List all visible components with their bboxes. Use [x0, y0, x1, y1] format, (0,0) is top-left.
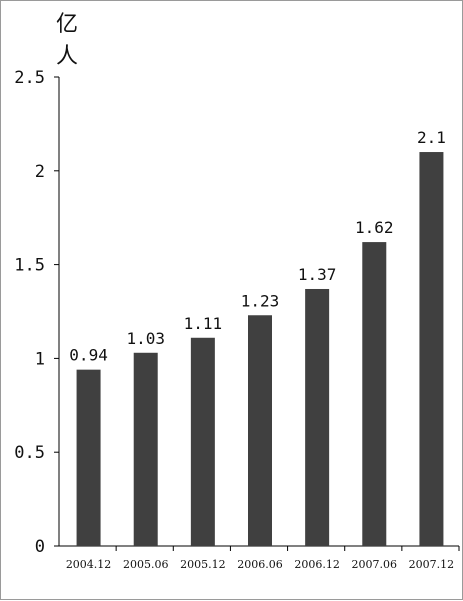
data-label: 1.37 [298, 265, 337, 284]
data-label: 1.03 [126, 329, 165, 348]
y-axis-label-char-2: 人 [56, 44, 78, 69]
bar [133, 352, 158, 546]
y-tick-label: 2 [35, 162, 45, 182]
y-axis-label-char-1: 亿 [56, 12, 78, 37]
x-tick-label: 2006.12 [294, 558, 340, 571]
bar [305, 288, 330, 546]
y-tick-label: 1.5 [14, 256, 45, 276]
y-tick-label: 0.5 [14, 443, 45, 463]
bar [419, 152, 444, 547]
x-tick-label: 2004.12 [66, 558, 112, 571]
bars [76, 152, 444, 547]
data-label: 1.11 [184, 314, 223, 333]
x-ticks: 2004.12 2005.06 2005.12 2006.06 2006.12 2007.… [66, 546, 460, 571]
x-tick-label: 2006.06 [237, 558, 283, 571]
data-label: 0.94 [69, 346, 108, 365]
bar [190, 337, 215, 546]
y-tick-label: 0 [35, 537, 45, 557]
value-labels: 0.94 1.03 1.11 1.23 1.37 1.62 2.1 [69, 128, 446, 365]
bar [362, 242, 387, 546]
x-tick-label: 2005.12 [180, 558, 226, 571]
data-label: 2.1 [417, 128, 446, 147]
x-tick-label: 2007.12 [409, 558, 455, 571]
y-tick-label: 1 [35, 349, 45, 369]
y-ticks: 0 0.5 1 1.5 2 2.5 [14, 68, 59, 557]
y-tick-label: 2.5 [14, 68, 45, 88]
bar [76, 369, 101, 546]
bar [248, 315, 272, 546]
data-label: 1.62 [355, 218, 394, 237]
data-label: 1.23 [241, 291, 280, 310]
x-tick-label: 2007.06 [352, 558, 398, 571]
x-tick-label: 2005.06 [123, 558, 169, 571]
